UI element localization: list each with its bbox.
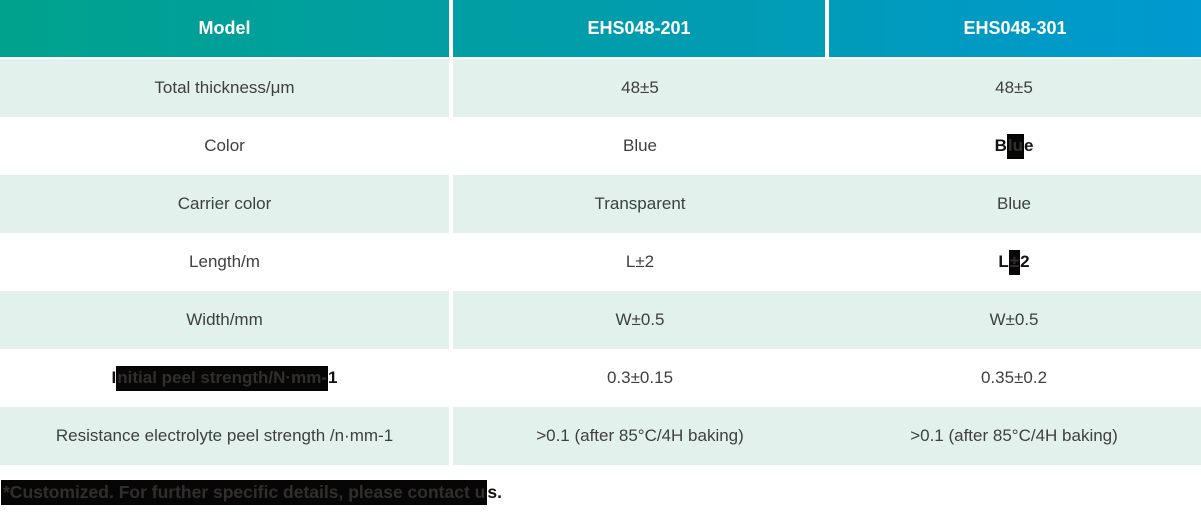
redacted-pre: L [998,252,1009,271]
row-values: L±2 L ±2 [453,233,1201,291]
row-label: Length/m [189,252,260,271]
header-cell-model: Model [0,0,449,57]
cell-value: 48±5 [995,78,1033,97]
column-divider [449,117,453,175]
cell-value-redacted: L ±2 [827,233,1201,291]
cell-value: >0.1 (after 85°C/4H baking) [910,426,1118,445]
column-divider [449,349,453,407]
row-label: Width/mm [0,291,449,349]
row-label: Color [204,136,245,155]
table-row-total-thickness: Total thickness/μm 48±5 48±5 [0,59,1201,117]
column-divider [449,175,453,233]
cell-value: 0.3±0.15 [606,368,674,387]
cell-value: W±0.5 [615,310,665,329]
header-divider [449,0,453,57]
table-row-width: Width/mm W±0.5 W±0.5 [0,291,1201,349]
table-row-carrier-color: Carrier color Transparent Blue [0,175,1201,233]
redacted-post: e [1023,136,1034,155]
redaction-highlight: ± [1008,249,1021,275]
redacted-pre: B [994,136,1007,155]
header-model-label: Model [198,18,251,38]
footnote-end: s. [487,482,502,502]
column-divider [449,407,453,465]
column-divider [449,59,453,117]
cell-value: 0.35±0.2 [980,368,1048,387]
table-header-row: Model EHS048-201 EHS048-301 [0,0,1201,57]
column-divider [449,233,453,291]
cell-value: >0.1 (after 85°C/4H baking) [536,426,744,445]
cell-value: W±0.5 [989,310,1039,329]
cell-value: L±2 [625,252,655,271]
header-cell-product1: EHS048-201 [453,0,825,57]
header-product1-label: EHS048-201 [587,18,691,38]
table-row-resistance-electrolyte: Resistance electrolyte peel strength /n·… [0,407,1201,465]
row-label: Carrier color [0,175,449,233]
header-cell-product2: EHS048-301 [829,0,1201,57]
header-gap [0,57,1201,59]
row-label: Total thickness/μm [0,59,449,117]
cell-value: 48±5 [621,78,659,97]
row-values: >0.1 (after 85°C/4H baking) >0.1 (after … [453,407,1201,465]
redacted-post: 2 [1020,252,1030,271]
table-row-length: Length/m L±2 L ±2 [0,233,1201,291]
row-values: W±0.5 W±0.5 [453,291,1201,349]
cell-value: Blue [996,194,1032,213]
header-product2-label: EHS048-301 [963,18,1067,38]
redaction-highlight: nitial peel strength/N·mm- [116,365,328,391]
redacted-pre: I [111,368,117,387]
row-values: 48±5 48±5 [453,59,1201,117]
footnote: *Customized. For further specific detail… [0,480,1201,505]
redacted-post: 1 [327,368,338,387]
row-values: 0.3±0.15 0.35±0.2 [453,349,1201,407]
header-divider [825,0,829,57]
redaction-highlight: *Customized. For further specific detail… [1,480,488,505]
row-values: Transparent Blue [453,175,1201,233]
row-label: Resistance electrolyte peel strength /n·… [0,407,449,465]
redaction-highlight: lu [1006,133,1024,159]
cell-value: Blue [622,136,658,155]
cell-value: Transparent [594,194,686,213]
column-divider [449,291,453,349]
